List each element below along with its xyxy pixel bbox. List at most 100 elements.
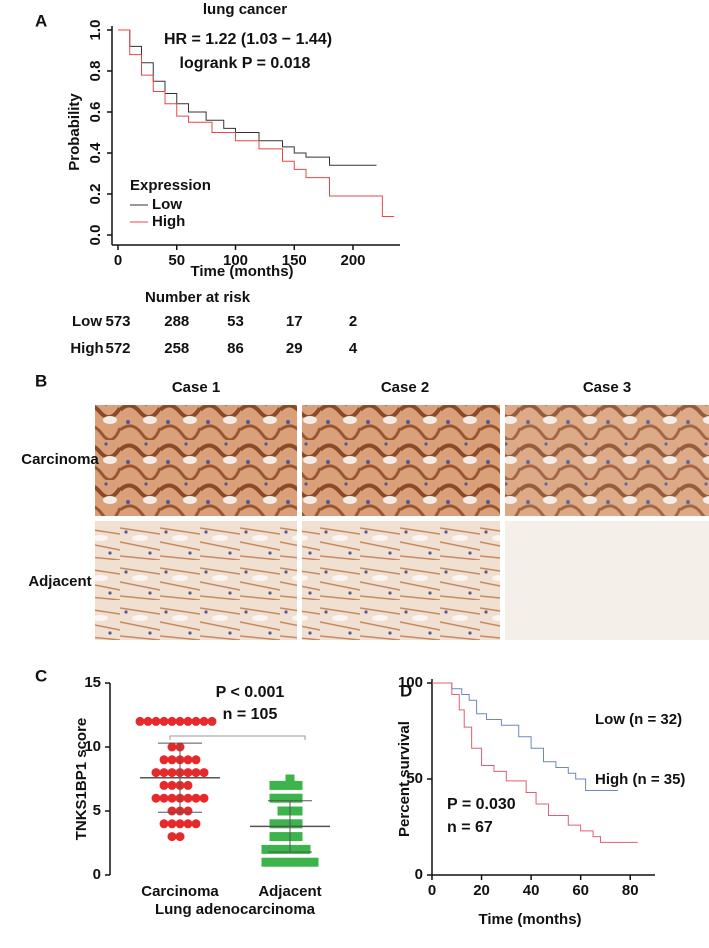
data-point: [175, 832, 185, 842]
data-point: [293, 857, 303, 867]
y-axis-label: Probability: [66, 93, 83, 171]
data-point: [285, 793, 295, 803]
data-point: [191, 755, 201, 765]
data-point: [285, 857, 295, 867]
x-tick-label: 100: [223, 252, 248, 269]
data-point: [199, 768, 209, 778]
data-point: [269, 832, 279, 842]
data-point: [277, 806, 287, 816]
data-point: [183, 806, 193, 816]
data-point: [167, 793, 177, 803]
annotation: P < 0.001: [216, 684, 285, 701]
x-axis-label: Lung adenocarcinoma: [155, 901, 316, 918]
data-point: [293, 780, 303, 790]
data-point: [277, 832, 287, 842]
x-axis-label: Time (months): [478, 911, 581, 928]
x-axis-label: Time (months): [190, 263, 293, 280]
y-tick-label: 0.4: [87, 142, 104, 164]
risk-table-title: Number at risk: [145, 289, 251, 306]
data-point: [261, 844, 271, 854]
legend-label: High: [152, 213, 185, 230]
risk-count: 573: [105, 313, 130, 330]
annotation: n = 67: [447, 819, 493, 836]
data-point: [159, 780, 169, 790]
data-point: [285, 774, 295, 784]
risk-count: 29: [286, 340, 303, 357]
data-point: [269, 793, 279, 803]
risk-count: 4: [349, 340, 358, 357]
data-point: [191, 768, 201, 778]
series-label: Low (n = 32): [595, 711, 682, 728]
x-tick-label: 50: [168, 252, 185, 269]
y-tick-label: 15: [84, 674, 101, 691]
x-tick-label: 0: [428, 882, 436, 899]
histology-image: [505, 521, 709, 640]
x-tick-label: Adjacent: [258, 883, 321, 900]
series-label: High (n = 35): [595, 771, 685, 788]
x-tick-label: Carcinoma: [141, 883, 219, 900]
risk-count: 258: [164, 340, 189, 357]
x-tick-label: 20: [473, 882, 490, 899]
data-point: [207, 716, 217, 726]
data-point: [269, 819, 279, 829]
significance-bracket: [169, 735, 306, 740]
data-point: [167, 716, 177, 726]
histology-panel: B Case 1 Case 2 Case 3 Carcinoma Adjacen…: [21, 371, 709, 640]
data-point: [159, 716, 169, 726]
data-point: [183, 716, 193, 726]
x-tick-label: 0: [114, 252, 122, 269]
data-point: [151, 768, 161, 778]
risk-count: 53: [227, 313, 244, 330]
data-point: [143, 716, 153, 726]
y-tick-label: 0.6: [87, 102, 104, 123]
survival-curve: [118, 29, 395, 218]
data-point: [183, 768, 193, 778]
data-point: [167, 819, 177, 829]
annotation: logrank P = 0.018: [180, 55, 311, 72]
x-tick-label: 200: [340, 252, 365, 269]
legend-label: Low: [152, 196, 182, 213]
y-tick-label: 0.2: [87, 184, 104, 205]
data-point: [277, 793, 287, 803]
data-point: [191, 716, 201, 726]
data-point: [293, 819, 303, 829]
x-tick-label: 60: [572, 882, 589, 899]
risk-count: 17: [286, 313, 303, 330]
y-tick-label: 50: [406, 770, 423, 787]
data-point: [269, 780, 279, 790]
data-point: [159, 793, 169, 803]
data-point: [261, 857, 271, 867]
y-axis-label: TNKS1BP1 score: [73, 718, 90, 841]
data-point: [269, 857, 279, 867]
risk-count: 86: [227, 340, 244, 357]
data-point: [159, 819, 169, 829]
data-point: [151, 716, 161, 726]
data-point: [293, 832, 303, 842]
data-point: [309, 857, 319, 867]
x-tick-label: 150: [282, 252, 307, 269]
data-point: [183, 793, 193, 803]
y-tick-label: 0.8: [87, 61, 104, 82]
data-point: [159, 768, 169, 778]
data-point: [269, 844, 279, 854]
histology-image: [505, 405, 709, 516]
panel-label: A: [35, 11, 47, 30]
y-tick-label: 0: [93, 866, 101, 883]
data-point: [277, 844, 287, 854]
risk-row-label: High: [70, 340, 103, 357]
data-point: [191, 819, 201, 829]
data-point: [183, 755, 193, 765]
data-point: [277, 780, 287, 790]
y-tick-label: 0.0: [87, 225, 104, 246]
data-point: [135, 716, 145, 726]
data-point: [301, 857, 311, 867]
data-point: [167, 742, 177, 752]
histology-image: [95, 405, 297, 516]
data-point: [183, 780, 193, 790]
data-point: [167, 780, 177, 790]
x-tick-label: 80: [622, 882, 639, 899]
data-point: [167, 832, 177, 842]
data-point: [199, 793, 209, 803]
panel-label: D: [400, 681, 412, 700]
